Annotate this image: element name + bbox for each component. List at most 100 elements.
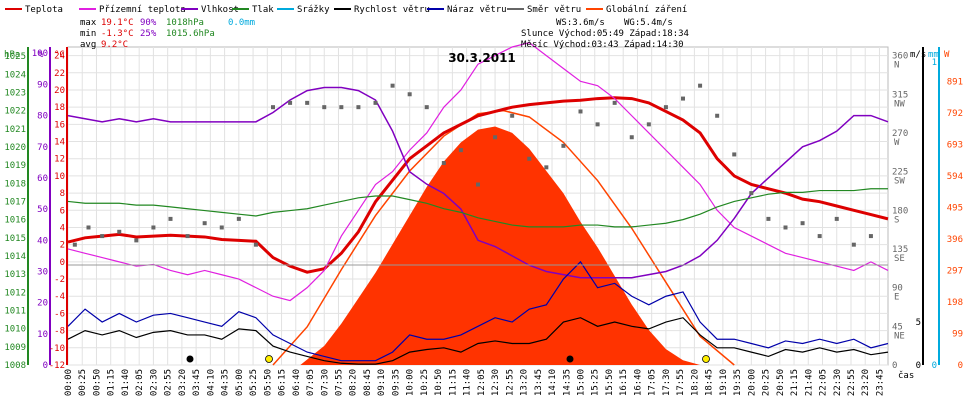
moon-set-marker bbox=[566, 355, 574, 363]
pressure-tick-label: 1023 bbox=[4, 88, 26, 98]
direction-compass-label: NW bbox=[894, 99, 905, 109]
sunrise-marker bbox=[265, 355, 273, 363]
direction-tick-label: 0 bbox=[892, 361, 897, 371]
moon-rise-marker bbox=[186, 355, 194, 363]
pressure-unit: hPa bbox=[4, 50, 20, 60]
temp-tick-label: -10 bbox=[49, 344, 65, 354]
humidity-tick-label: 80 bbox=[37, 112, 48, 122]
wind-tick-label: 0 bbox=[916, 361, 921, 371]
wind-direction-point bbox=[72, 242, 77, 247]
x-tick-label: 18:20 bbox=[690, 369, 700, 396]
series-line-tlak bbox=[67, 188, 888, 228]
x-tick-label: 09:10 bbox=[377, 369, 387, 396]
temp-tick-label: 10 bbox=[54, 172, 65, 182]
x-tick-label: 09:35 bbox=[391, 369, 401, 396]
wind-direction-point bbox=[168, 216, 173, 221]
wind-direction-point bbox=[134, 238, 139, 243]
pressure-tick-label: 1025 bbox=[4, 52, 26, 62]
x-tick-label: 01:40 bbox=[121, 369, 131, 396]
x-tick-label: 15:00 bbox=[577, 369, 587, 396]
wind-direction-point bbox=[612, 100, 617, 105]
x-tick-label: 20:25 bbox=[762, 369, 772, 396]
x-tick-label: 21:40 bbox=[804, 369, 814, 396]
wind-direction-point bbox=[493, 135, 498, 140]
wind-direction-point bbox=[253, 242, 258, 247]
x-tick-label: 12:05 bbox=[477, 369, 487, 396]
direction-compass-label: SW bbox=[894, 177, 905, 187]
x-tick-label: 13:45 bbox=[534, 369, 544, 396]
humidity-tick-label: 60 bbox=[37, 174, 48, 184]
wind-direction-point bbox=[407, 92, 412, 97]
temp-tick-label: -12 bbox=[49, 361, 65, 371]
rain-unit: mm bbox=[928, 50, 939, 60]
pressure-tick-label: 1012 bbox=[4, 288, 26, 298]
x-tick-label: 16:40 bbox=[633, 369, 643, 396]
x-tick-label: 02:05 bbox=[135, 369, 145, 396]
x-tick-label: 05:00 bbox=[235, 369, 245, 396]
radiation-tick-label: 693 bbox=[947, 141, 963, 151]
wind-direction-point bbox=[834, 216, 839, 221]
series-line-teplota bbox=[67, 96, 889, 274]
temp-tick-label: 24 bbox=[54, 52, 65, 62]
legend-item-globalni-zareni: Globální záření bbox=[586, 5, 687, 15]
radiation-area bbox=[68, 126, 888, 365]
wind-direction-point bbox=[561, 143, 566, 148]
temp-tick-label: 2 bbox=[60, 241, 65, 251]
radiation-tick-label: 792 bbox=[947, 109, 963, 119]
legend-label: Náraz větru bbox=[447, 5, 507, 15]
max-pressure: 1018hPa bbox=[166, 18, 204, 28]
rain-tick-label: 0 bbox=[932, 361, 937, 371]
wind-direction-point bbox=[219, 225, 224, 230]
x-tick-label: 22:30 bbox=[833, 369, 843, 396]
legend-item-naraz-vetru: Náraz větru bbox=[427, 5, 507, 15]
stats-block: max 19.1°C 90% 1018hPa 0.0mm min -1.3°C … bbox=[80, 18, 689, 50]
wind-direction-point bbox=[202, 221, 207, 226]
x-tick-label: 05:25 bbox=[249, 369, 259, 396]
x-tick-label: 14:35 bbox=[562, 369, 572, 396]
wind-direction-point bbox=[800, 221, 805, 226]
x-tick-label: 22:05 bbox=[819, 369, 829, 396]
direction-tick-label: 315 bbox=[892, 90, 908, 100]
radiation-tick-label: 396 bbox=[947, 235, 963, 245]
x-tick-label: 15:50 bbox=[605, 369, 615, 396]
wind-direction-point bbox=[698, 83, 703, 88]
radiation-tick-label: 594 bbox=[947, 172, 963, 182]
pressure-tick-label: 1013 bbox=[4, 270, 26, 280]
pressure-tick-label: 1022 bbox=[4, 107, 26, 117]
x-tick-label: 03:20 bbox=[178, 369, 188, 396]
wind-direction-point bbox=[851, 242, 856, 247]
x-tick-label: 21:15 bbox=[790, 369, 800, 396]
wind-direction-point bbox=[715, 113, 720, 118]
temp-tick-label: -4 bbox=[54, 292, 65, 302]
wind-direction-point bbox=[339, 105, 344, 110]
direction-compass-label: SE bbox=[894, 254, 905, 264]
radiation-tick-label: 99 bbox=[952, 330, 963, 340]
direction-tick-label: 45 bbox=[892, 322, 903, 332]
series-layer bbox=[67, 42, 889, 365]
legend-label: Globální záření bbox=[606, 5, 687, 15]
x-tick-label: 08:45 bbox=[363, 369, 373, 396]
direction-compass-label: N bbox=[894, 61, 899, 71]
min-pressure: 1015.6hPa bbox=[166, 29, 215, 39]
legend-item-smer-vetru: Směr větru bbox=[507, 5, 581, 15]
sunset-marker bbox=[702, 355, 710, 363]
axis-tick-labels: 1008100910101011101210131014101510161017… bbox=[4, 49, 963, 371]
temp-tick-label: -6 bbox=[54, 309, 65, 319]
direction-compass-label: S bbox=[894, 215, 899, 225]
humidity-tick-label: 30 bbox=[37, 267, 48, 277]
legend-label: Směr větru bbox=[527, 5, 581, 15]
radiation-tick-label: 0 bbox=[958, 361, 963, 371]
x-tick-label: 23:45 bbox=[875, 369, 885, 396]
temp-tick-label: -2 bbox=[54, 275, 65, 285]
avg-label: avg bbox=[80, 40, 96, 50]
x-tick-label: 10:25 bbox=[420, 369, 430, 396]
humidity-unit: % bbox=[38, 50, 44, 60]
wind-direction-point bbox=[732, 152, 737, 157]
temp-tick-label: 6 bbox=[60, 206, 65, 216]
pressure-tick-label: 1009 bbox=[4, 343, 26, 353]
wind-speed-stat: WS:3.6m/s bbox=[556, 18, 605, 28]
radiation-tick-label: 495 bbox=[947, 204, 963, 214]
wind-direction-point bbox=[510, 113, 515, 118]
max-rain: 0.0mm bbox=[228, 18, 255, 28]
wind-direction-point bbox=[476, 182, 480, 187]
